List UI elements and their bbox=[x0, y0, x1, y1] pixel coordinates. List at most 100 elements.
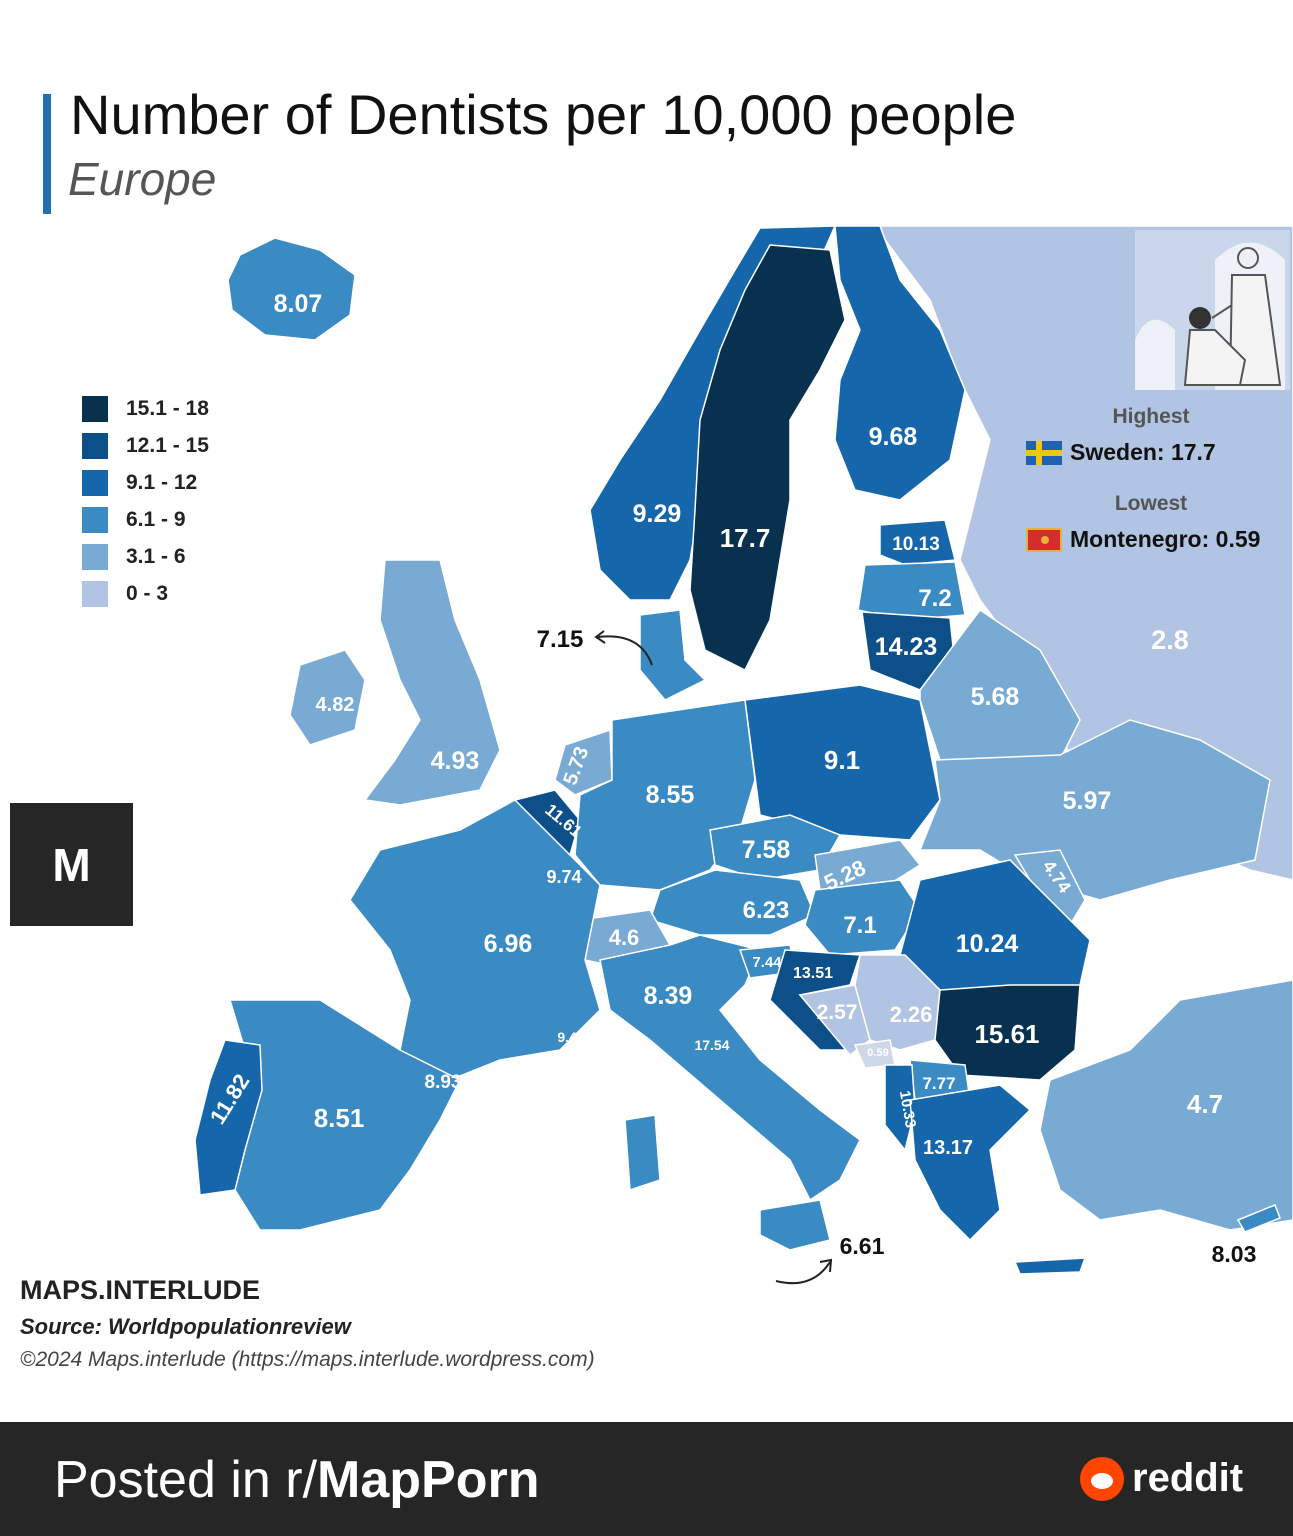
title-accent-bar bbox=[43, 94, 51, 214]
denmark-arrow-head bbox=[594, 630, 606, 644]
region-portugal bbox=[194, 1039, 263, 1196]
dentist-illustration bbox=[1135, 230, 1290, 390]
highlight-panel: Highest Sweden: 17.7 Lowest Montenegro: … bbox=[1026, 405, 1276, 579]
value-uk: 4.93 bbox=[431, 747, 480, 775]
value-croatia: 13.51 bbox=[793, 965, 833, 982]
value-poland: 9.1 bbox=[824, 745, 860, 775]
value-cyprus: 8.03 bbox=[1212, 1241, 1257, 1267]
value-andorra: 8.93 bbox=[425, 1072, 462, 1093]
legend-swatch bbox=[82, 580, 108, 607]
value-switzerland: 4.6 bbox=[609, 925, 640, 950]
legend-item: 6.1 - 9 bbox=[82, 501, 209, 538]
region-italy bbox=[599, 934, 861, 1202]
legend-swatch bbox=[82, 469, 108, 496]
value-italy: 8.39 bbox=[644, 982, 693, 1010]
value-russia: 2.8 bbox=[1151, 625, 1189, 655]
region-austria bbox=[649, 869, 816, 936]
legend-label: 9.1 - 12 bbox=[126, 470, 198, 494]
lowest-entry: Montenegro: 0.59 bbox=[1026, 526, 1276, 553]
region-netherlands bbox=[554, 728, 613, 796]
reddit-wordmark: reddit bbox=[1132, 1456, 1244, 1500]
legend-item: 9.1 - 12 bbox=[82, 464, 209, 501]
region-belarus bbox=[919, 608, 1081, 761]
value-malta: 6.61 bbox=[840, 1233, 885, 1259]
value-greece: 13.17 bbox=[923, 1137, 973, 1159]
region-sicily bbox=[759, 1199, 831, 1251]
subreddit-link[interactable]: MapPorn bbox=[317, 1451, 540, 1509]
credit-copyright: ©2024 Maps.interlude (https://maps.inter… bbox=[20, 1348, 595, 1371]
legend-swatch bbox=[82, 395, 108, 422]
region-france bbox=[349, 799, 601, 1081]
legend-item: 3.1 - 6 bbox=[82, 538, 209, 575]
region-ukraine bbox=[918, 719, 1271, 901]
value-lithuania: 14.23 bbox=[875, 633, 938, 661]
credit-brand: MAPS.INTERLUDE bbox=[20, 1275, 261, 1305]
footer-bar: Posted in r/MapPorn reddit bbox=[0, 1422, 1293, 1536]
region-albania bbox=[884, 1064, 916, 1152]
region-hungary bbox=[804, 879, 921, 956]
page-title: Number of Dentists per 10,000 people bbox=[70, 83, 1017, 146]
legend-label: 0 - 3 bbox=[126, 581, 169, 605]
value-romania: 10.24 bbox=[956, 930, 1019, 958]
region-uk bbox=[363, 559, 501, 806]
region-ireland bbox=[289, 649, 366, 746]
value-slovenia: 7.44 bbox=[752, 954, 782, 971]
value-bosnia: 2.57 bbox=[817, 1001, 858, 1024]
reddit-brand[interactable]: reddit bbox=[1080, 1456, 1243, 1501]
legend-swatch bbox=[82, 506, 108, 533]
value-iceland: 8.07 bbox=[274, 290, 323, 318]
region-greece bbox=[909, 1084, 1032, 1242]
legend-label: 3.1 - 6 bbox=[126, 544, 186, 568]
value-ireland: 4.82 bbox=[316, 694, 355, 716]
sweden-flag-icon bbox=[1026, 440, 1062, 465]
legend-label: 15.1 - 18 bbox=[126, 396, 209, 420]
value-sweden: 17.7 bbox=[720, 523, 771, 553]
value-serbia: 2.26 bbox=[890, 1002, 933, 1027]
maps-interlude-logo: M bbox=[10, 803, 133, 926]
value-san-marino: 17.54 bbox=[694, 1037, 729, 1053]
value-turkey: 4.7 bbox=[1187, 1089, 1223, 1119]
region-sweden bbox=[689, 244, 846, 672]
legend-label: 12.1 - 15 bbox=[126, 433, 209, 457]
legend-item: 0 - 3 bbox=[82, 575, 209, 612]
value-finland: 9.68 bbox=[869, 423, 918, 451]
posted-in-text: Posted in r/MapPorn bbox=[54, 1450, 539, 1510]
value-luxembourg: 9.74 bbox=[546, 867, 581, 887]
value-czechia: 7.58 bbox=[742, 836, 791, 864]
value-denmark: 7.15 bbox=[537, 626, 584, 653]
legend-label: 6.1 - 9 bbox=[126, 507, 186, 531]
malta-arrow-head bbox=[819, 1258, 833, 1273]
value-spain: 8.51 bbox=[314, 1103, 365, 1133]
region-turkey bbox=[1039, 979, 1293, 1231]
legend-item: 15.1 - 18 bbox=[82, 390, 209, 427]
credit-source: Source: Worldpopulationreview bbox=[20, 1314, 351, 1339]
region-cyprus bbox=[1236, 1204, 1281, 1233]
value-north-macedonia: 7.77 bbox=[922, 1074, 955, 1093]
value-germany: 8.55 bbox=[646, 781, 695, 809]
value-norway: 9.29 bbox=[633, 500, 682, 528]
region-finland bbox=[834, 225, 966, 501]
legend-item: 12.1 - 15 bbox=[82, 427, 209, 464]
page-subtitle: Europe bbox=[68, 153, 217, 205]
lowest-value: Montenegro: 0.59 bbox=[1070, 526, 1261, 552]
highest-entry: Sweden: 17.7 bbox=[1026, 439, 1276, 466]
value-latvia: 7.2 bbox=[918, 585, 951, 612]
value-france: 6.96 bbox=[484, 930, 533, 958]
credit-block: MAPS.INTERLUDE Source: Worldpopulationre… bbox=[20, 1275, 595, 1372]
denmark-pointer-arrow bbox=[597, 635, 653, 666]
value-hungary: 7.1 bbox=[843, 912, 876, 939]
montenegro-flag-icon bbox=[1026, 527, 1062, 552]
legend: 15.1 - 18 12.1 - 15 9.1 - 12 6.1 - 9 3.1… bbox=[82, 390, 209, 612]
region-serbia bbox=[854, 954, 946, 1051]
value-austria: 6.23 bbox=[743, 897, 790, 924]
lowest-heading: Lowest bbox=[1114, 492, 1188, 515]
highest-heading: Highest bbox=[1112, 405, 1190, 428]
region-denmark bbox=[639, 609, 707, 701]
region-sardinia bbox=[624, 1114, 661, 1192]
legend-swatch bbox=[82, 543, 108, 570]
highest-value: Sweden: 17.7 bbox=[1070, 439, 1216, 465]
value-montenegro: 0.59 bbox=[867, 1047, 888, 1059]
region-bulgaria bbox=[934, 984, 1081, 1081]
value-albania: 10.33 bbox=[896, 1089, 919, 1129]
reddit-logo-icon bbox=[1080, 1456, 1124, 1501]
